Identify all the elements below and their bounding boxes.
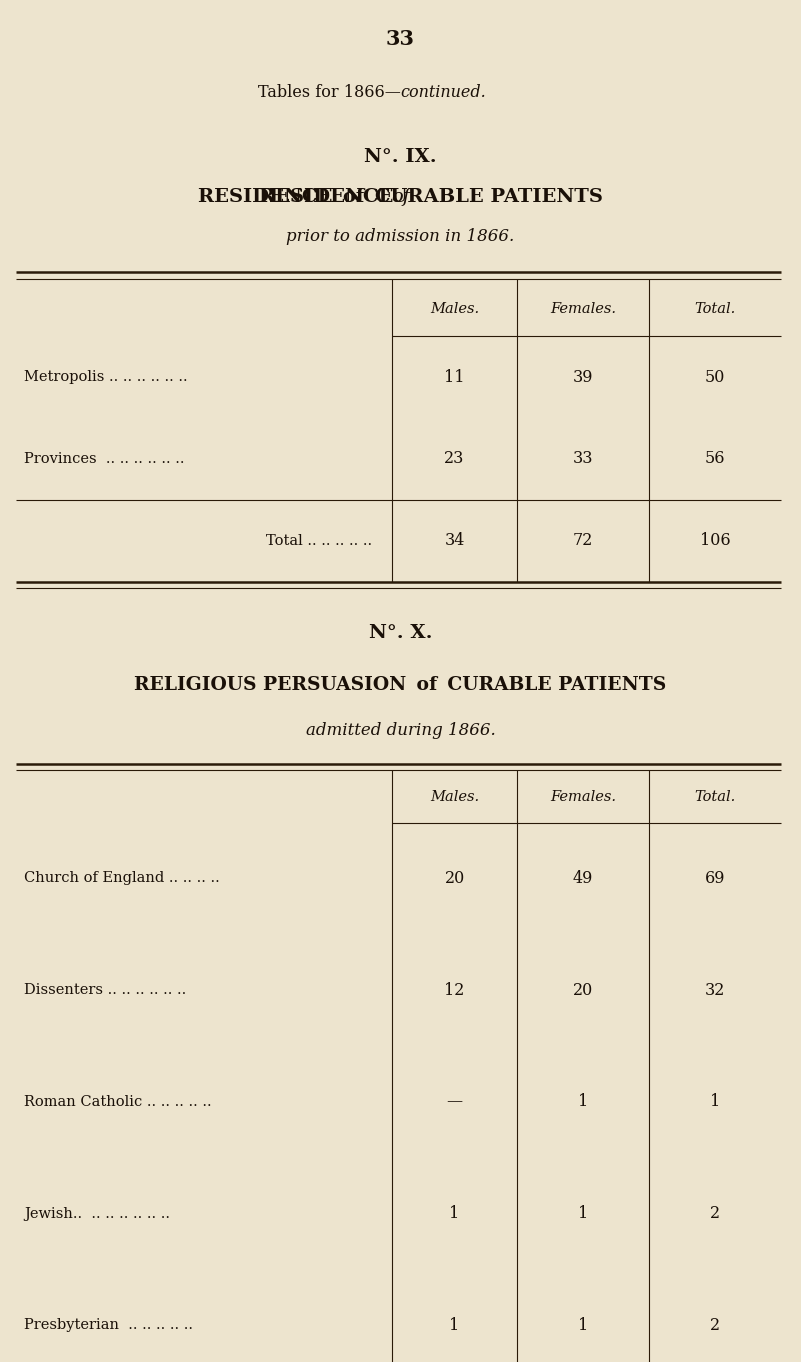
Text: 33: 33: [573, 451, 593, 467]
Text: 72: 72: [573, 533, 593, 549]
Text: 12: 12: [445, 982, 465, 998]
Text: RESIDENCE  of  CURABLE PATIENTS: RESIDENCE of CURABLE PATIENTS: [198, 188, 603, 207]
Text: admitted during 1866.: admitted during 1866.: [306, 722, 495, 738]
Text: Females.: Females.: [549, 790, 616, 804]
Text: 106: 106: [699, 533, 731, 549]
Text: 2: 2: [710, 1317, 720, 1333]
Text: continued.: continued.: [400, 84, 486, 101]
Text: Males.: Males.: [430, 790, 479, 804]
Text: Church of England .. .. .. ..: Church of England .. .. .. ..: [24, 872, 219, 885]
Text: 20: 20: [573, 982, 593, 998]
Text: 2: 2: [710, 1205, 720, 1222]
Text: Total.: Total.: [694, 302, 735, 316]
Text: 1: 1: [578, 1205, 588, 1222]
Text: Jewish..  .. .. .. .. .. ..: Jewish.. .. .. .. .. .. ..: [24, 1207, 170, 1220]
Text: 33: 33: [386, 30, 415, 49]
Text: 69: 69: [705, 870, 725, 887]
Text: Total .. .. .. .. ..: Total .. .. .. .. ..: [267, 534, 372, 548]
Text: Dissenters .. .. .. .. .. ..: Dissenters .. .. .. .. .. ..: [24, 983, 187, 997]
Text: N°. X.: N°. X.: [368, 624, 433, 643]
Text: 39: 39: [573, 369, 593, 385]
Text: RESIDENCE: RESIDENCE: [260, 188, 400, 207]
Text: 1: 1: [710, 1094, 720, 1110]
Text: 32: 32: [705, 982, 725, 998]
Text: N°. IX.: N°. IX.: [364, 147, 437, 166]
Text: 11: 11: [445, 369, 465, 385]
Text: of: of: [391, 188, 410, 207]
Text: Presbyterian  .. .. .. .. ..: Presbyterian .. .. .. .. ..: [24, 1318, 193, 1332]
Text: 56: 56: [705, 451, 725, 467]
Text: 34: 34: [445, 533, 465, 549]
Text: RELIGIOUS PERSUASION  of  CURABLE PATIENTS: RELIGIOUS PERSUASION of CURABLE PATIENTS: [135, 676, 666, 695]
Text: 49: 49: [573, 870, 593, 887]
Text: prior to admission in 1866.: prior to admission in 1866.: [287, 229, 514, 245]
Text: 1: 1: [578, 1094, 588, 1110]
Text: Tables for 1866—: Tables for 1866—: [258, 84, 400, 101]
Text: 20: 20: [445, 870, 465, 887]
Text: Females.: Females.: [549, 302, 616, 316]
Text: 1: 1: [449, 1317, 460, 1333]
Text: 1: 1: [578, 1317, 588, 1333]
Text: Males.: Males.: [430, 302, 479, 316]
Text: 50: 50: [705, 369, 725, 385]
Text: —: —: [446, 1094, 463, 1110]
Text: Roman Catholic .. .. .. .. ..: Roman Catholic .. .. .. .. ..: [24, 1095, 211, 1109]
Text: Total.: Total.: [694, 790, 735, 804]
Text: Provinces  .. .. .. .. .. ..: Provinces .. .. .. .. .. ..: [24, 452, 184, 466]
Text: 23: 23: [445, 451, 465, 467]
Text: 1: 1: [449, 1205, 460, 1222]
Text: Metropolis .. .. .. .. .. ..: Metropolis .. .. .. .. .. ..: [24, 370, 187, 384]
